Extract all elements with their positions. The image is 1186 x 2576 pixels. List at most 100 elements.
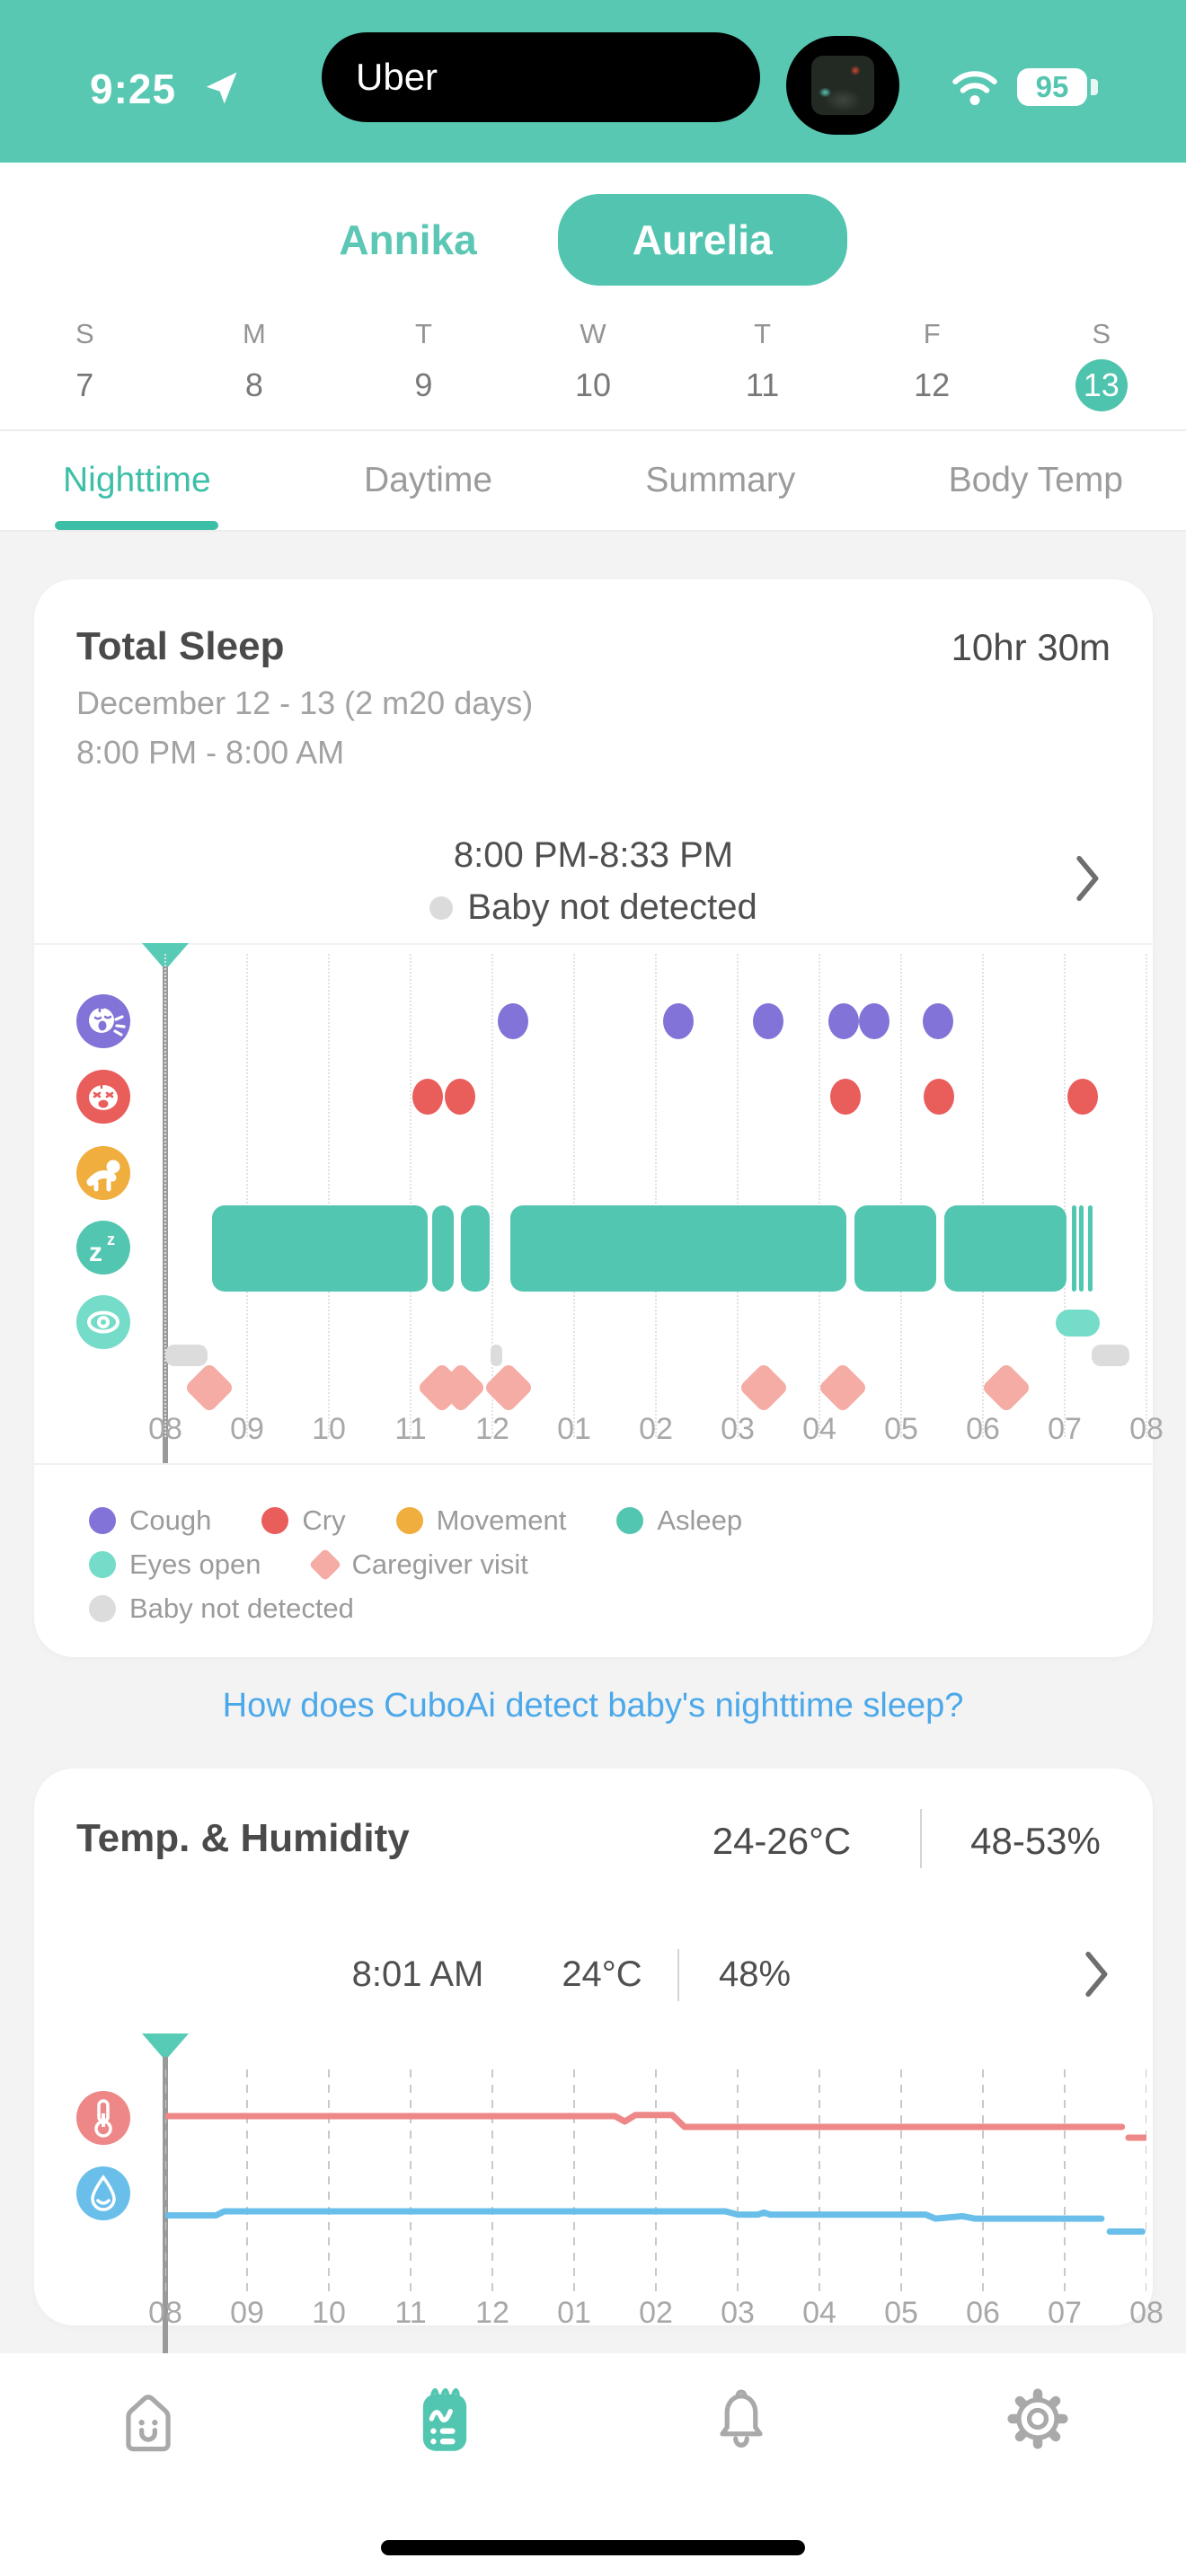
- tab-body-temp[interactable]: Body Temp: [948, 461, 1123, 499]
- cry-event: [412, 1079, 444, 1115]
- segment-chevron-right-icon[interactable]: [1075, 855, 1102, 902]
- tab-daytime[interactable]: Daytime: [364, 461, 493, 499]
- day-date[interactable]: 7: [75, 366, 94, 403]
- report-icon: [430, 2387, 460, 2396]
- total-sleep-time-window: 8:00 PM - 8:00 AM: [76, 734, 345, 771]
- tab-summary[interactable]: Summary: [645, 461, 796, 499]
- axis-label: 01: [557, 1412, 591, 1446]
- day-date[interactable]: 8: [244, 366, 263, 403]
- total-sleep-date-range: December 12 - 13 (2 m20 days): [76, 684, 534, 721]
- battery-level: 95: [1035, 70, 1069, 103]
- tab-report-active[interactable]: [407, 2381, 482, 2457]
- movement-swatch: [395, 1506, 423, 1534]
- svg-text:z: z: [107, 1231, 115, 1248]
- camera-thumbnail: [811, 56, 874, 115]
- tab-home[interactable]: [111, 2381, 186, 2457]
- day-date[interactable]: 13: [1075, 359, 1128, 411]
- day-letter: S: [75, 318, 94, 349]
- cry-swatch: [261, 1506, 289, 1534]
- legend-row: Baby not detected: [89, 1586, 1122, 1630]
- gridline: [410, 954, 412, 1437]
- baby_not_detected-span: [491, 1345, 502, 1366]
- baby_not_detected-span: [165, 1345, 208, 1366]
- axis-label: 06: [966, 2296, 1000, 2330]
- gridline: [737, 954, 739, 1437]
- calendar-day-13[interactable]: S 13: [1016, 313, 1186, 429]
- sleep-timeline-chart[interactable]: 08 09 10 11 12 01 02 03 04 05 06 07 08: [142, 943, 1164, 1464]
- axis-label: 08: [148, 2296, 182, 2330]
- caregiver-visit-event: [981, 1362, 1032, 1414]
- cough-event: [858, 1003, 890, 1039]
- day-letter: W: [580, 318, 606, 349]
- tab-notifications[interactable]: [704, 2381, 779, 2457]
- day-letter: T: [414, 318, 432, 349]
- gridline: [655, 954, 657, 1437]
- bottom-tab-bar: [0, 2353, 1186, 2576]
- gridline: [491, 954, 493, 1437]
- legend-item: Asleep: [616, 1504, 742, 1537]
- calendar-day-10[interactable]: W 10: [509, 313, 678, 429]
- legend-label: Eyes open: [129, 1548, 261, 1580]
- cough-event: [828, 1003, 860, 1039]
- axis-label: 07: [1048, 2296, 1082, 2330]
- cry-event: [1067, 1079, 1099, 1115]
- day-letter: M: [242, 318, 266, 349]
- caregiver-visit-event: [738, 1362, 790, 1414]
- cry-event: [923, 1079, 954, 1115]
- day-date[interactable]: 10: [574, 366, 612, 403]
- section-tabs: Nighttime Daytime Summary Body Temp: [0, 431, 1186, 530]
- day-date[interactable]: 9: [414, 366, 433, 403]
- axis-label: 01: [557, 2296, 591, 2330]
- day-date[interactable]: 11: [745, 366, 780, 403]
- battery-indicator: 95: [1017, 68, 1087, 106]
- tab-underline: [55, 521, 219, 530]
- legend-item: Cough: [89, 1504, 211, 1537]
- profile-selector: Annika Aurelia: [0, 177, 1186, 303]
- camera-live-view-pill[interactable]: [786, 36, 899, 135]
- asleep-span: [1072, 1205, 1077, 1292]
- axis-label: 02: [639, 2296, 673, 2330]
- legend-label: Cough: [129, 1504, 212, 1536]
- profile-tab-aurelia-label: Aurelia: [632, 216, 773, 263]
- temp-humidity-chart[interactable]: 08 09 10 11 12 01 02 03 04 05 06 07 08: [142, 2033, 1164, 2357]
- divider: [34, 1463, 1153, 1465]
- day-letter: F: [923, 318, 941, 349]
- asleep-span: [211, 1205, 428, 1292]
- legend-item: Movement: [395, 1504, 567, 1537]
- asleep-swatch: [616, 1506, 644, 1534]
- profile-tab-annika[interactable]: Annika: [339, 216, 477, 263]
- axis-label: 08: [148, 1412, 182, 1446]
- axis-label: 06: [966, 1412, 1000, 1446]
- tab-nighttime[interactable]: Nighttime: [55, 431, 219, 530]
- live-activity-pill[interactable]: Uber: [322, 32, 760, 122]
- chart-legend: Cough Cry Movement Asleep Eyes open Caregiver…: [89, 1498, 1122, 1630]
- gridline: [1146, 954, 1147, 1437]
- calendar-day-11[interactable]: T 11: [677, 313, 847, 429]
- scrubber-handle[interactable]: [142, 2033, 189, 2060]
- legend-row: Cough Cry Movement Asleep: [89, 1498, 1122, 1542]
- cough-swatch: [89, 1506, 116, 1534]
- calendar-day-12[interactable]: F 12: [847, 313, 1017, 429]
- profile-tab-aurelia[interactable]: Aurelia: [557, 194, 847, 286]
- legend-label: Baby not detected: [129, 1592, 354, 1624]
- home-indicator[interactable]: [381, 2540, 805, 2555]
- axis-label: 11: [394, 2296, 427, 2330]
- temp-humidity-title: Temp. & Humidity: [76, 1816, 410, 1860]
- gridline: [900, 954, 902, 1437]
- movement-icon: [76, 1146, 130, 1200]
- legend-label: Movement: [436, 1504, 567, 1536]
- temp-chevron-right-icon[interactable]: [1084, 1951, 1111, 1998]
- legend-row: Eyes open Caregiver visit: [89, 1542, 1122, 1586]
- caregiver-visit-event: [818, 1362, 869, 1414]
- asleep-span: [510, 1205, 846, 1292]
- location-arrow-icon: [206, 72, 237, 104]
- help-link[interactable]: How does CuboAi detect baby's nighttime …: [222, 1687, 964, 1725]
- legend-label: Cry: [302, 1504, 346, 1536]
- tab-settings[interactable]: [1000, 2381, 1075, 2457]
- divider: [0, 530, 1186, 532]
- asleep-span: [944, 1205, 1067, 1292]
- day-date[interactable]: 12: [914, 366, 951, 403]
